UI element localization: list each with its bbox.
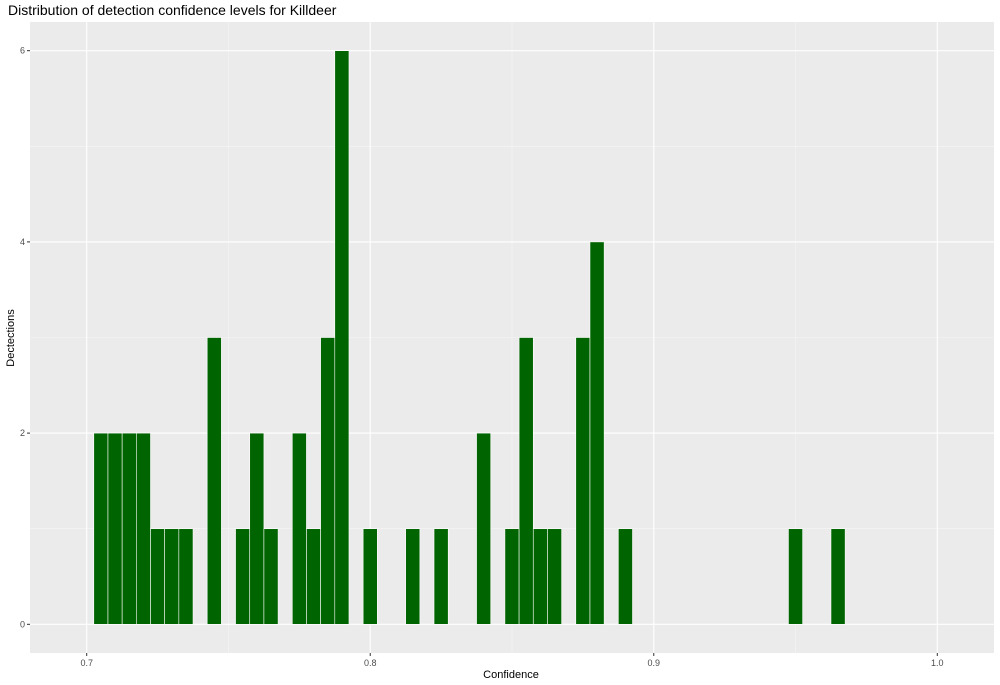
- x-tick-label: 0.7: [80, 658, 93, 668]
- y-axis-ticks: 0 2 4 6: [20, 46, 30, 629]
- histogram-bar: [93, 432, 109, 625]
- histogram-bar: [788, 528, 803, 625]
- histogram-bar: [263, 528, 279, 625]
- histogram-bar: [178, 528, 194, 625]
- histogram-bar: [433, 528, 449, 625]
- histogram-bar: [575, 337, 591, 625]
- histogram-bar: [532, 528, 548, 625]
- x-tick-label: 0.9: [648, 658, 661, 668]
- histogram-bar: [320, 337, 336, 625]
- histogram-bar: [164, 528, 180, 625]
- histogram-bar: [150, 528, 165, 625]
- histogram-bar: [830, 528, 846, 625]
- y-axis-title: Dectections: [5, 309, 17, 367]
- chart-title: Distribution of detection confidence lev…: [8, 2, 337, 18]
- histogram-bar: [136, 432, 151, 625]
- histogram-bar: [306, 528, 321, 625]
- x-tick-label: 1.0: [931, 658, 944, 668]
- y-tick-label: 2: [20, 428, 25, 438]
- histogram-bar: [291, 432, 307, 625]
- histogram-bar: [405, 528, 421, 625]
- x-axis-ticks: 0.7 0.8 0.9 1.0: [80, 653, 944, 668]
- histogram-bar: [518, 337, 534, 625]
- histogram-bar: [206, 337, 222, 625]
- histogram-bar: [476, 432, 492, 625]
- histogram-bar: [547, 528, 562, 625]
- histogram-bar: [362, 528, 378, 625]
- histogram-bar: [107, 432, 123, 625]
- histogram-bars: [93, 50, 846, 625]
- x-axis-title: Confidence: [483, 669, 539, 681]
- histogram-bar: [589, 241, 605, 625]
- histogram-bar: [249, 432, 265, 625]
- y-tick-label: 4: [20, 237, 25, 247]
- histogram-bar: [334, 50, 350, 625]
- y-tick-label: 0: [20, 619, 25, 629]
- x-tick-label: 0.8: [364, 658, 377, 668]
- histogram-bar: [121, 432, 137, 625]
- histogram-bar: [618, 528, 633, 625]
- histogram-bar: [235, 528, 251, 625]
- y-tick-label: 6: [20, 46, 25, 56]
- histogram-bar: [504, 528, 520, 625]
